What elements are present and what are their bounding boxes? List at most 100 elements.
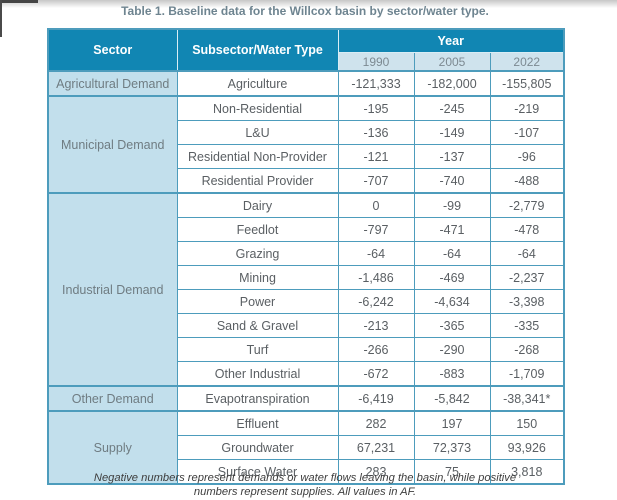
value-cell: -107 [489, 120, 565, 145]
value-cell: -471 [413, 217, 491, 242]
value-cell: -707 [337, 168, 415, 194]
value-cell: -38,341* [489, 385, 565, 412]
subsector-cell: Power [176, 289, 339, 314]
subsector-cell: Mining [176, 265, 339, 290]
value-cell: -2,779 [489, 192, 565, 218]
value-cell: -155,805 [489, 70, 565, 97]
value-cell: -290 [413, 337, 491, 362]
value-cell: -136 [337, 120, 415, 145]
value-cell: -488 [489, 168, 565, 194]
value-cell: -64 [337, 241, 415, 266]
sector-cell: Agricultural Demand [47, 70, 178, 97]
sector-cell: Other Demand [47, 385, 178, 412]
table-footnote: Negative numbers represent demands or wa… [93, 472, 517, 498]
table-row: Other Demand Evapotranspiration -6,419 -… [47, 385, 565, 412]
table-row: Residential Provider -707 -740 -488 [48, 168, 565, 194]
subsector-cell: Other Industrial [176, 361, 339, 387]
value-cell: -266 [337, 337, 415, 362]
table-row: Groundwater 67,231 72,373 93,926 [48, 435, 565, 460]
value-cell: -5,842 [413, 385, 491, 412]
value-cell: 93,926 [489, 435, 565, 460]
value-cell: -64 [489, 241, 565, 266]
value-cell: -96 [489, 144, 565, 169]
table-row: Other Industrial -672 -883 -1,709 [48, 361, 565, 387]
value-cell: -121,333 [337, 70, 415, 97]
subsector-cell: Sand & Gravel [176, 313, 339, 338]
value-cell: -99 [413, 192, 491, 218]
value-cell: -6,242 [337, 289, 415, 314]
header-row: Sector Subsector/Water Type Year [47, 28, 565, 72]
subsector-cell: Agriculture [176, 70, 339, 97]
value-cell: -137 [413, 144, 491, 169]
year-header-2005: 2005 [413, 52, 491, 72]
baseline-data-table: Sector Subsector/Water Type Year 1990 20… [47, 28, 565, 485]
value-cell: 75 [413, 459, 491, 485]
subsector-cell: L&U [176, 120, 339, 145]
table-row: Municipal Demand Non-Residential -195 -2… [47, 95, 565, 194]
value-cell: -2,237 [489, 265, 565, 290]
value-cell: -182,000 [413, 70, 491, 97]
value-cell: -268 [489, 337, 565, 362]
table-caption: Table 1. Baseline data for the Willcox b… [121, 4, 489, 18]
value-cell: 67,231 [337, 435, 415, 460]
table-row: L&U -136 -149 -107 [48, 120, 565, 145]
value-cell: -3,398 [489, 289, 565, 314]
table-row: Residential Non-Provider -121 -137 -96 [48, 144, 565, 169]
subsector-cell: Turf [176, 337, 339, 362]
page-top-shadow [0, 0, 617, 8]
column-header-subsector: Subsector/Water Type [176, 28, 339, 72]
value-cell: -121 [337, 144, 415, 169]
value-cell: 3,818 [489, 459, 565, 485]
value-cell: -213 [337, 313, 415, 338]
value-cell: 72,373 [413, 435, 491, 460]
subsector-cell: Grazing [176, 241, 339, 266]
value-cell: -365 [413, 313, 491, 338]
subsector-cell: Evapotranspiration [176, 385, 339, 412]
page-corner-marker-horizontal [0, 0, 38, 3]
subsector-cell: Residential Provider [176, 168, 339, 194]
sector-cell: Municipal Demand [47, 95, 178, 194]
value-cell: 197 [413, 410, 491, 436]
sector-cell: Industrial Demand [47, 192, 178, 387]
table-row: Surface Water 283 75 3,818 [48, 459, 565, 485]
year-subheader-row: 1990 2005 2022 [48, 52, 565, 72]
value-cell: -195 [337, 95, 415, 121]
subsector-cell: Groundwater [176, 435, 339, 460]
value-cell: -1,709 [489, 361, 565, 387]
table-row: Sand & Gravel -213 -365 -335 [48, 313, 565, 338]
value-cell: -6,419 [337, 385, 415, 412]
table-row: Mining -1,486 -469 -2,237 [48, 265, 565, 290]
table-row: Power -6,242 -4,634 -3,398 [48, 289, 565, 314]
value-cell: 150 [489, 410, 565, 436]
value-cell: -149 [413, 120, 491, 145]
page-corner-marker-vertical [0, 0, 2, 37]
value-cell: -478 [489, 217, 565, 242]
year-header-1990: 1990 [337, 52, 415, 72]
value-cell: -883 [413, 361, 491, 387]
subsector-cell: Non-Residential [176, 95, 339, 121]
subsector-cell: Dairy [176, 192, 339, 218]
table-row: Supply Effluent 282 197 150 [47, 410, 565, 485]
value-cell: -672 [337, 361, 415, 387]
table-row: Agricultural Demand Agriculture -121,333… [47, 70, 565, 97]
table-row: Feedlot -797 -471 -478 [48, 217, 565, 242]
value-cell: -64 [413, 241, 491, 266]
sector-cell: Supply [47, 410, 178, 485]
value-cell: -797 [337, 217, 415, 242]
table-row: Turf -266 -290 -268 [48, 337, 565, 362]
value-cell: -4,634 [413, 289, 491, 314]
table-row: Grazing -64 -64 -64 [48, 241, 565, 266]
subsector-cell: Residential Non-Provider [176, 144, 339, 169]
value-cell: -245 [413, 95, 491, 121]
column-header-sector: Sector [47, 28, 178, 72]
subsector-cell: Effluent [176, 410, 339, 436]
column-header-year: Year [337, 28, 565, 53]
value-cell: -219 [489, 95, 565, 121]
value-cell: -740 [413, 168, 491, 194]
value-cell: -1,486 [337, 265, 415, 290]
value-cell: 0 [337, 192, 415, 218]
year-header-2022: 2022 [489, 52, 565, 72]
value-cell: -469 [413, 265, 491, 290]
value-cell: 282 [337, 410, 415, 436]
subsector-cell: Surface Water [176, 459, 339, 485]
